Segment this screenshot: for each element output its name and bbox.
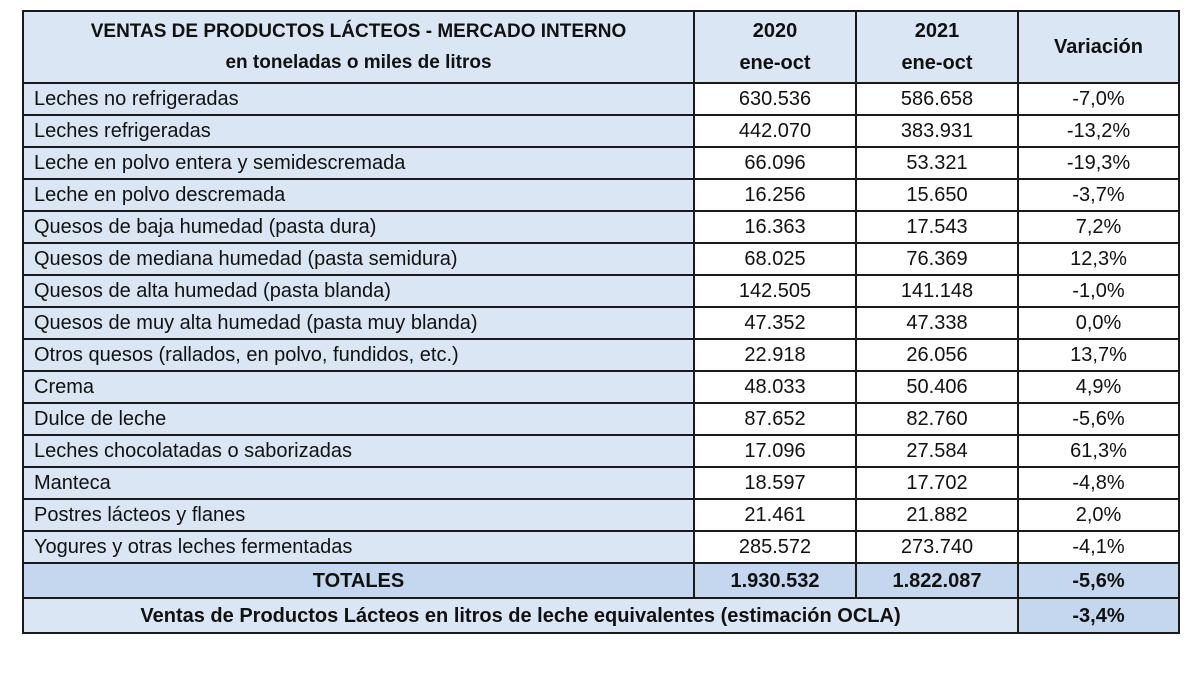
product-name: Otros quesos (rallados, en polvo, fundid… [22,338,695,372]
value-2020: 22.918 [693,338,857,372]
value-2021: 273.740 [855,530,1019,564]
product-name: Quesos de mediana humedad (pasta semidur… [22,242,695,276]
table-title-cell: VENTAS DE PRODUCTOS LÁCTEOS - MERCADO IN… [22,10,695,84]
value-2020: 142.505 [693,274,857,308]
column-header-variation: Variación [1017,10,1180,84]
table-row: Crema 48.033 50.406 4,9% [22,370,1180,404]
value-2021: 17.543 [855,210,1019,244]
variation-value: -4,8% [1017,466,1180,500]
table-row: Quesos de baja humedad (pasta dura) 16.36… [22,210,1180,244]
variation-value: -19,3% [1017,146,1180,180]
value-2021: 50.406 [855,370,1019,404]
value-2021: 27.584 [855,434,1019,468]
value-2021: 53.321 [855,146,1019,180]
variation-value: 4,9% [1017,370,1180,404]
value-2021: 21.882 [855,498,1019,532]
value-2021: 383.931 [855,114,1019,148]
value-2021: 76.369 [855,242,1019,276]
table-row: Yogures y otras leches fermentadas 285.57… [22,530,1180,564]
variation-value: 13,7% [1017,338,1180,372]
column-2020-year: 2020 [752,20,798,42]
variation-value: 0,0% [1017,306,1180,340]
header-row: VENTAS DE PRODUCTOS LÁCTEOS - MERCADO IN… [22,10,1180,84]
product-name: Manteca [22,466,695,500]
value-2021: 141.148 [855,274,1019,308]
value-2020: 442.070 [693,114,857,148]
product-name: Leches refrigeradas [22,114,695,148]
table-row: Quesos de mediana humedad (pasta semidur… [22,242,1180,276]
table-row: Quesos de alta humedad (pasta blanda) 142… [22,274,1180,308]
totals-variation: -5,6% [1017,562,1180,599]
table-row: Leche en polvo descremada 16.256 15.650 -3,… [22,178,1180,212]
product-name: Yogures y otras leches fermentadas [22,530,695,564]
product-name: Crema [22,370,695,404]
value-2020: 18.597 [693,466,857,500]
variation-value: -13,2% [1017,114,1180,148]
product-name: Quesos de baja humedad (pasta dura) [22,210,695,244]
variation-value: -5,6% [1017,402,1180,436]
table-row: Manteca 18.597 17.702 -4,8% [22,466,1180,500]
totals-2021: 1.822.087 [855,562,1019,599]
table-row: Dulce de leche 87.652 82.760 -5,6% [22,402,1180,436]
variation-value: -3,7% [1017,178,1180,212]
value-2020: 630.536 [693,82,857,116]
product-name: Leche en polvo descremada [22,178,695,212]
footer-variation: -3,4% [1017,597,1180,634]
variation-value: -7,0% [1017,82,1180,116]
column-header-2021: 2021 ene-oct [855,10,1019,84]
value-2020: 285.572 [693,530,857,564]
product-name: Leche en polvo entera y semidescremada [22,146,695,180]
column-header-2020: 2020 ene-oct [693,10,857,84]
value-2020: 47.352 [693,306,857,340]
footer-row: Ventas de Productos Lácteos en litros de… [22,597,1180,634]
product-name: Quesos de muy alta humedad (pasta muy bl… [22,306,695,340]
value-2021: 47.338 [855,306,1019,340]
totals-label: TOTALES [22,562,695,599]
table-row: Otros quesos (rallados, en polvo, fundid… [22,338,1180,372]
value-2021: 26.056 [855,338,1019,372]
value-2020: 17.096 [693,434,857,468]
product-name: Quesos de alta humedad (pasta blanda) [22,274,695,308]
product-name: Leches chocolatadas o saborizadas [22,434,695,468]
value-2020: 16.363 [693,210,857,244]
variation-value: 7,2% [1017,210,1180,244]
value-2021: 586.658 [855,82,1019,116]
value-2020: 87.652 [693,402,857,436]
value-2020: 66.096 [693,146,857,180]
value-2020: 68.025 [693,242,857,276]
totals-2020: 1.930.532 [693,562,857,599]
table-title: VENTAS DE PRODUCTOS LÁCTEOS - MERCADO IN… [90,21,627,42]
product-name: Dulce de leche [22,402,695,436]
column-2021-year: 2021 [914,20,960,42]
variation-value: 61,3% [1017,434,1180,468]
value-2020: 48.033 [693,370,857,404]
product-name: Postres lácteos y flanes [22,498,695,532]
table-row: Postres lácteos y flanes 21.461 21.882 2,0% [22,498,1180,532]
value-2020: 16.256 [693,178,857,212]
value-2021: 82.760 [855,402,1019,436]
dairy-sales-table: VENTAS DE PRODUCTOS LÁCTEOS - MERCADO IN… [22,10,1180,634]
product-name: Leches no refrigeradas [22,82,695,116]
variation-value: 2,0% [1017,498,1180,532]
table-row: Leches chocolatadas o saborizadas 17.096 2… [22,434,1180,468]
totals-row: TOTALES 1.930.532 1.822.087 -5,6% [22,562,1180,599]
table-subtitle: en toneladas o miles de litros [225,52,492,73]
table-row: Leches refrigeradas 442.070 383.931 -13,2% [22,114,1180,148]
table-row: Quesos de muy alta humedad (pasta muy bl… [22,306,1180,340]
table-row: Leches no refrigeradas 630.536 586.658 -7,0… [22,82,1180,116]
variation-value: -1,0% [1017,274,1180,308]
variation-value: -4,1% [1017,530,1180,564]
column-2021-period: ene-oct [901,52,973,74]
column-2020-period: ene-oct [739,52,811,74]
value-2021: 15.650 [855,178,1019,212]
footer-label: Ventas de Productos Lácteos en litros de… [22,597,1019,634]
value-2020: 21.461 [693,498,857,532]
variation-value: 12,3% [1017,242,1180,276]
value-2021: 17.702 [855,466,1019,500]
table-row: Leche en polvo entera y semidescremada 66… [22,146,1180,180]
